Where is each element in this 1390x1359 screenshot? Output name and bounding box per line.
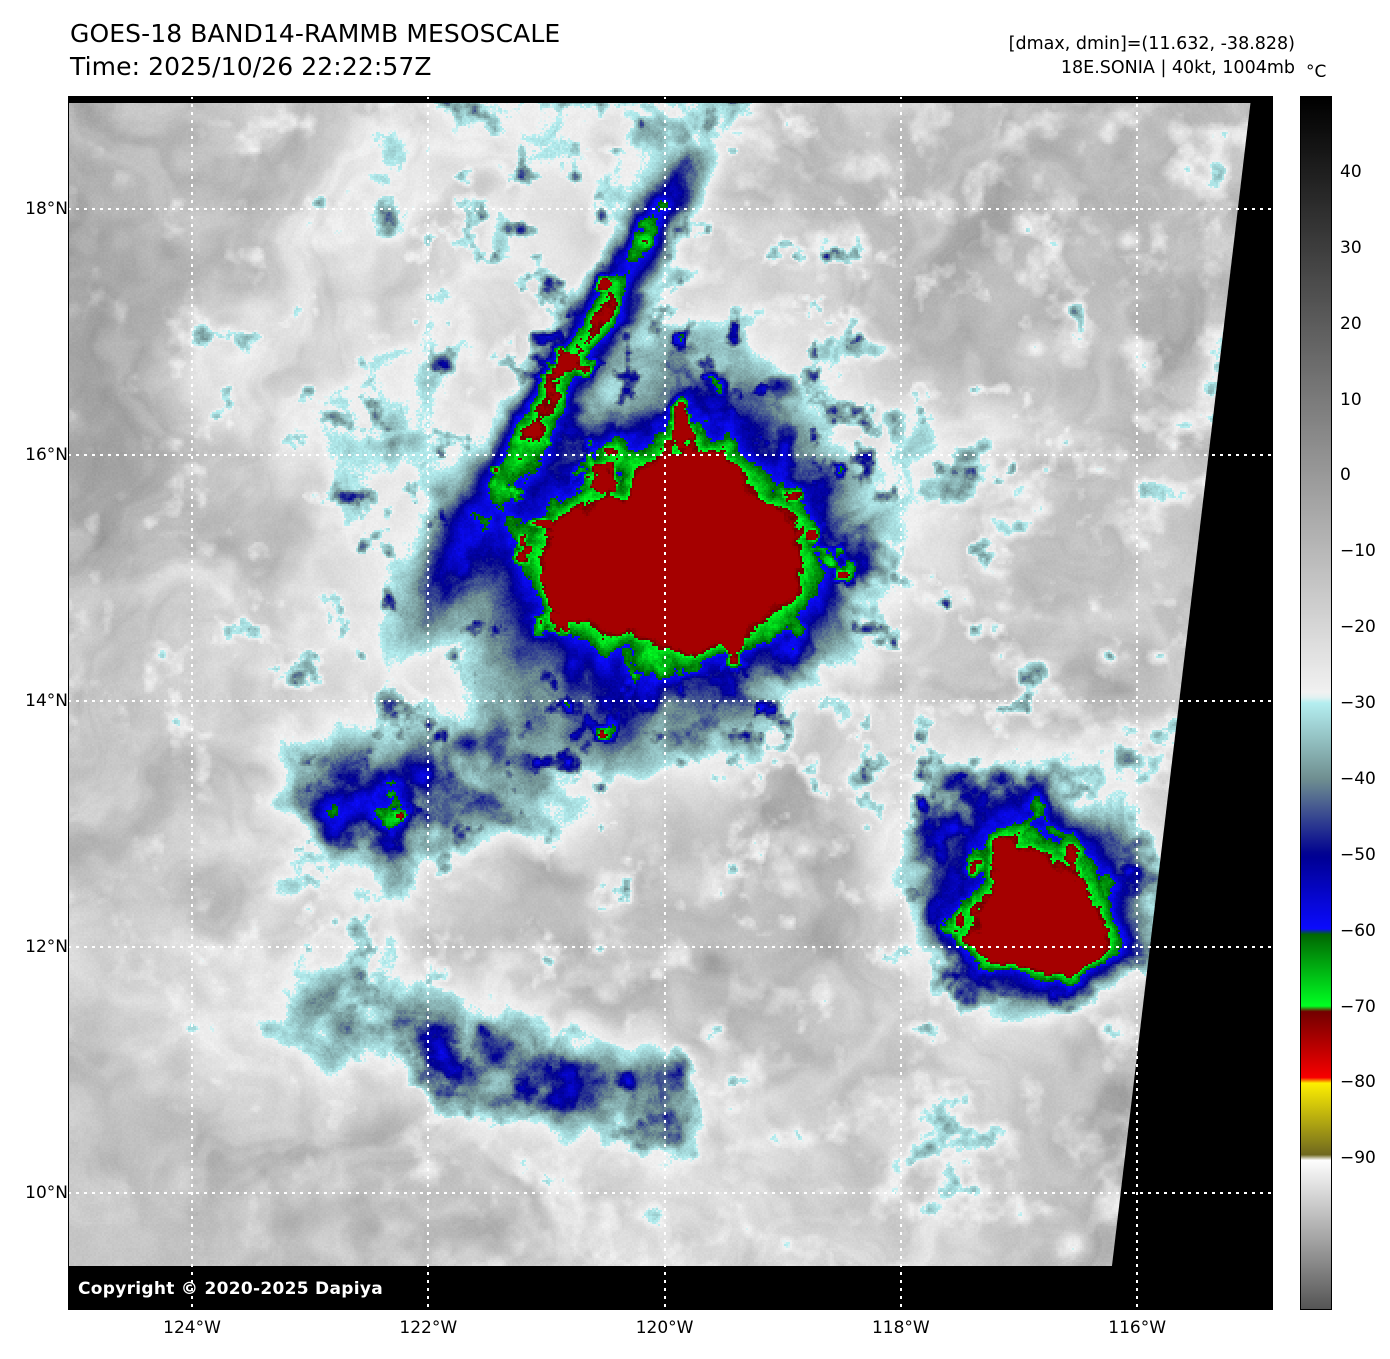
colorbar-tick-10: −60 [1340, 920, 1376, 941]
colorbar-tick-5: −10 [1340, 541, 1376, 562]
lon-label-4: 116°W [1108, 1318, 1167, 1338]
satellite-imagery-canvas [68, 96, 1273, 1310]
lon-label-1: 122°W [399, 1318, 458, 1338]
lat-label-4: 10°N [25, 1183, 68, 1204]
colorbar-tick-0: 40 [1340, 161, 1362, 182]
page-title: GOES-18 BAND14-RAMMB MESOSCALE [70, 19, 561, 48]
colorbar-tick-7: −30 [1340, 693, 1376, 713]
lat-label-1: 16°N [25, 445, 68, 466]
colorbar-tick-6: −20 [1340, 617, 1376, 638]
colorbar-tick-8: −40 [1340, 768, 1376, 789]
satellite-image-plot[interactable] [68, 96, 1273, 1310]
lat-label-0: 18°N [25, 199, 68, 220]
storm-info-label: 18E.SONIA | 40kt, 1004mb [1060, 57, 1295, 78]
colorbar-tick-13: −90 [1340, 1148, 1376, 1169]
lat-label-2: 14°N [25, 691, 68, 712]
lon-label-3: 118°W [871, 1318, 930, 1338]
data-minmax-label: [dmax, dmin]=(11.632, -38.828) [1008, 34, 1295, 54]
colorbar-tick-3: 10 [1340, 389, 1362, 410]
lat-label-3: 12°N [25, 937, 68, 958]
colorbar-tick-2: 20 [1340, 313, 1362, 334]
colorbar-tick-12: −80 [1340, 1072, 1376, 1093]
colorbar-gradient [1300, 96, 1332, 1310]
colorbar-tick-11: −70 [1340, 996, 1376, 1017]
header-right: [dmax, dmin]=(11.632, -38.828) 18E.SONIA… [1009, 33, 1295, 80]
colorbar[interactable] [1300, 96, 1332, 1310]
lon-label-0: 124°W [163, 1318, 221, 1338]
colorbar-tick-9: −50 [1340, 844, 1376, 865]
timestamp-label: Time: 2025/10/26 22:22:57Z [70, 51, 432, 81]
colorbar-tick-4: 0 [1340, 465, 1351, 486]
lon-label-2: 120°W [635, 1318, 694, 1338]
colorbar-tick-1: 30 [1340, 237, 1362, 258]
header-left: GOES-18 BAND14-RAMMB MESOSCALE Time: 202… [70, 18, 560, 83]
copyright-label: Copyright © 2020-2025 Dapiya [78, 1279, 383, 1299]
colorbar-unit-label: °C [1306, 62, 1327, 82]
